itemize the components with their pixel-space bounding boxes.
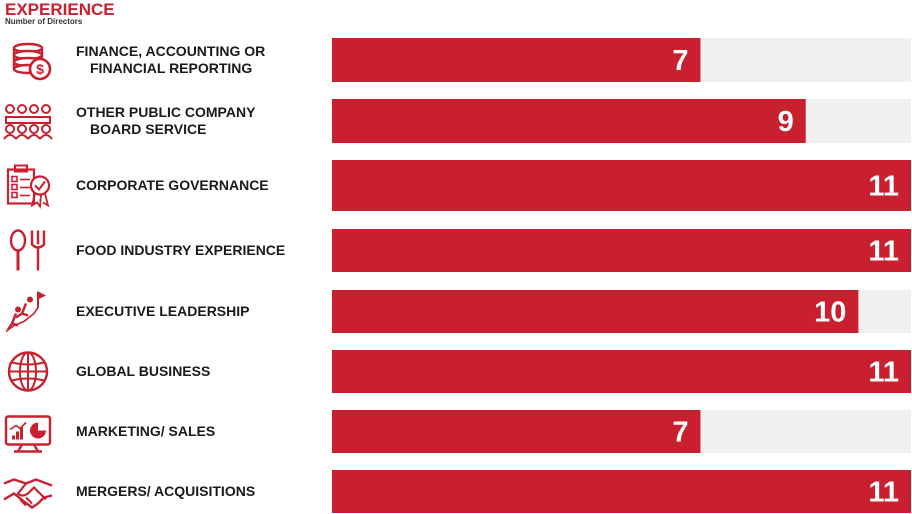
climbing-flag-icon [5,291,46,333]
category-label-line: MERGERS/ ACQUISITIONS [76,483,256,499]
monitor-chart-icon [4,415,52,453]
category-label: MARKETING/ SALES [76,423,326,440]
coins-dollar-icon: $ [12,42,52,81]
category-label-line: EXECUTIVE LEADERSHIP [76,303,250,319]
category-label-line: OTHER PUBLIC COMPANY [76,104,256,120]
category-label: EXECUTIVE LEADERSHIP [76,303,326,320]
bar [332,99,806,143]
bar [332,410,701,453]
bar [332,470,911,513]
bar [332,229,911,272]
category-label: GLOBAL BUSINESS [76,363,326,380]
category-label: FINANCE, ACCOUNTING OR FINANCIAL REPORTIN… [76,43,326,77]
category-label-line: FINANCIAL REPORTING [90,60,253,76]
bar [332,38,701,82]
category-label: MERGERS/ ACQUISITIONS [76,483,326,500]
category-label-line: FINANCE, ACCOUNTING OR [76,43,266,59]
category-label-line: GLOBAL BUSINESS [76,363,211,379]
bar [332,160,911,211]
category-label: FOOD INDUSTRY EXPERIENCE [76,242,326,259]
bar [332,350,911,393]
category-label-line: CORPORATE GOVERNANCE [76,177,269,193]
icons: $ [3,42,53,509]
clipboard-badge-icon [6,164,51,209]
category-label-line: BOARD SERVICE [90,121,207,137]
chart-title: EXPERIENCE [5,0,115,19]
globe-icon [7,351,49,392]
bar-value-label: 11 [868,171,899,203]
category-label-line: MARKETING/ SALES [76,423,216,439]
svg-text:$: $ [36,61,44,77]
bars [332,38,911,513]
boardroom-meeting-icon [3,104,53,140]
category-label: OTHER PUBLIC COMPANY BOARD SERVICE [76,104,326,138]
category-label-line: FOOD INDUSTRY EXPERIENCE [76,242,286,258]
bar-value-label: 11 [868,357,899,389]
bar-value-label: 7 [672,417,688,449]
handshake-icon [3,478,53,509]
bar [332,290,859,333]
bar-value-label: 9 [778,106,794,138]
bar-value-label: 7 [672,45,688,77]
spoon-fork-icon [9,229,46,271]
value-labels: 7 9 11 11 10 11 7 11 [672,45,899,509]
bar-value-label: 11 [868,477,899,509]
bar-value-label: 11 [868,236,899,268]
bar-value-label: 10 [814,297,846,329]
category-label: CORPORATE GOVERNANCE [76,177,326,194]
chart-subtitle: Number of Directors [5,17,83,26]
